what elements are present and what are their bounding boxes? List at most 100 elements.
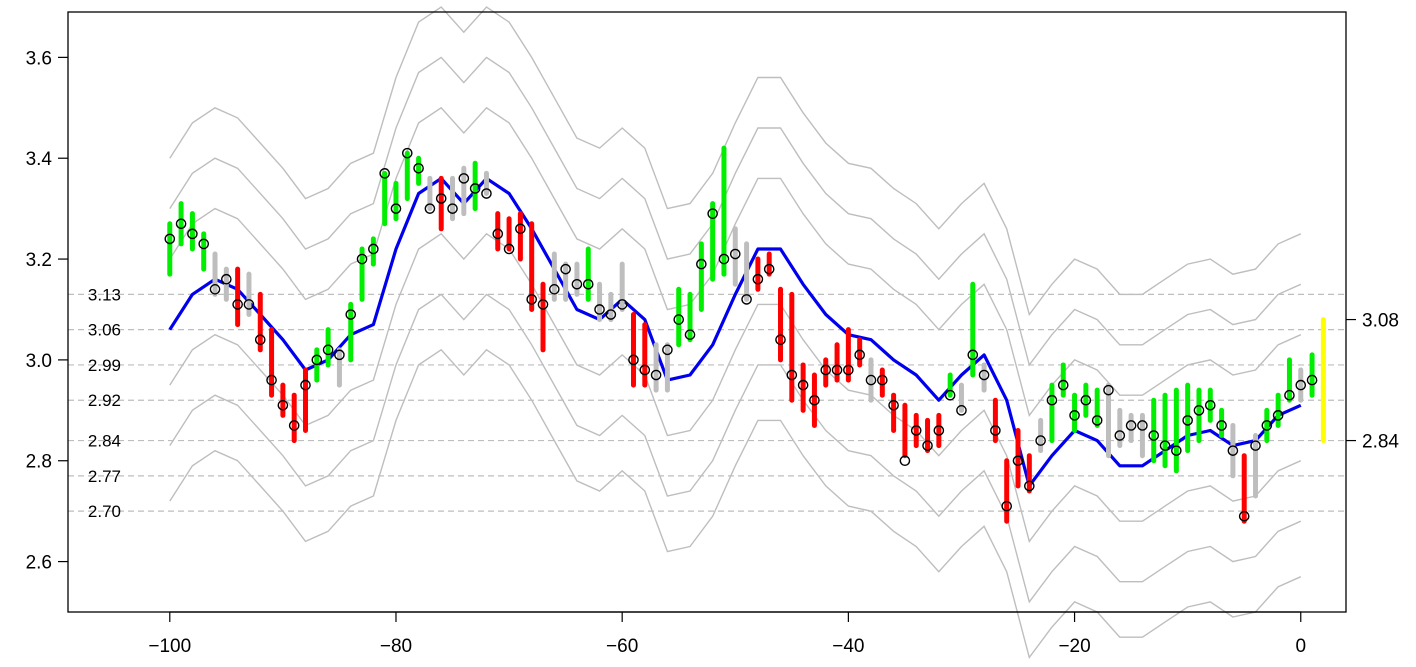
close-point bbox=[390, 203, 402, 214]
moving-average-line-path bbox=[168, 176, 1302, 488]
close-point bbox=[1080, 394, 1092, 406]
reference-line-label: 2.92 bbox=[88, 391, 121, 410]
close-point bbox=[944, 389, 956, 401]
close-point bbox=[560, 263, 571, 275]
y-tick-label: 3.6 bbox=[26, 48, 52, 69]
close-point bbox=[379, 168, 390, 179]
x-tick-label: −20 bbox=[1058, 636, 1090, 657]
close-point bbox=[933, 425, 945, 436]
close-point bbox=[865, 374, 877, 386]
close-point bbox=[809, 394, 820, 406]
band-line bbox=[169, 232, 1302, 543]
right-y-tick-label: 3.08 bbox=[1362, 311, 1399, 332]
close-point bbox=[1091, 415, 1103, 426]
reference-line-label: 3.06 bbox=[88, 321, 121, 340]
close-point bbox=[605, 309, 617, 320]
close-points bbox=[164, 147, 1318, 522]
close-point bbox=[1284, 389, 1295, 401]
close-point bbox=[187, 228, 198, 240]
axes: −100 −80 −60 −40 −20 0 2.6 2.8 3.0 3.2 3.4 3.6 3.08 2… bbox=[26, 48, 1400, 657]
close-point bbox=[763, 263, 775, 275]
close-point bbox=[1057, 379, 1069, 391]
close-point bbox=[1046, 394, 1058, 406]
close-point bbox=[820, 364, 832, 376]
close-point bbox=[1182, 415, 1193, 426]
close-point bbox=[288, 420, 300, 431]
close-point bbox=[707, 208, 718, 219]
close-point bbox=[741, 294, 752, 305]
x-tick-label: −80 bbox=[380, 636, 412, 657]
close-point bbox=[537, 299, 549, 310]
close-point bbox=[243, 299, 255, 310]
close-point bbox=[639, 364, 651, 376]
close-point bbox=[718, 253, 730, 265]
close-point bbox=[175, 218, 187, 230]
close-point bbox=[1171, 445, 1182, 456]
band-line bbox=[169, 348, 1302, 659]
close-point bbox=[277, 399, 289, 411]
close-point bbox=[334, 349, 345, 361]
close-point bbox=[1193, 405, 1205, 416]
plot-frame bbox=[67, 11, 1347, 613]
close-point bbox=[515, 223, 526, 235]
close-point bbox=[401, 147, 413, 159]
close-point bbox=[549, 284, 560, 295]
close-point bbox=[888, 399, 899, 411]
close-point bbox=[1250, 440, 1261, 451]
close-point bbox=[662, 344, 673, 356]
close-point bbox=[322, 344, 334, 356]
close-point bbox=[1227, 445, 1239, 456]
close-point bbox=[221, 273, 232, 285]
y-tick-label: 2.6 bbox=[26, 553, 52, 574]
close-point bbox=[775, 334, 786, 346]
moving-average-line bbox=[168, 176, 1302, 488]
close-point bbox=[910, 425, 922, 436]
close-point bbox=[503, 243, 515, 255]
y-tick-label: 3.2 bbox=[26, 250, 52, 271]
y-tick-label: 3.4 bbox=[26, 149, 53, 170]
close-point bbox=[797, 379, 809, 391]
x-tick-label: −40 bbox=[832, 636, 864, 657]
close-point bbox=[209, 284, 221, 295]
x-tick-label: −60 bbox=[606, 636, 638, 657]
close-point bbox=[424, 203, 436, 214]
close-point bbox=[1261, 420, 1273, 431]
close-point bbox=[1159, 440, 1171, 451]
close-point bbox=[481, 188, 492, 199]
close-point bbox=[356, 253, 368, 265]
close-point bbox=[492, 228, 504, 240]
y-tick-label: 2.8 bbox=[26, 452, 52, 473]
close-point bbox=[582, 278, 594, 290]
close-point bbox=[684, 329, 696, 340]
close-point bbox=[345, 309, 357, 320]
reference-line-label: 2.99 bbox=[88, 356, 121, 375]
close-point bbox=[1012, 455, 1024, 467]
close-point bbox=[1103, 384, 1114, 396]
close-point bbox=[752, 273, 764, 285]
close-point bbox=[616, 299, 628, 310]
close-point bbox=[967, 349, 979, 361]
close-point bbox=[899, 455, 911, 467]
close-point bbox=[786, 369, 798, 381]
close-point bbox=[526, 294, 537, 305]
reference-line-label: 2.84 bbox=[88, 432, 121, 451]
close-point bbox=[571, 278, 583, 290]
close-point bbox=[877, 374, 888, 386]
close-point bbox=[628, 354, 639, 366]
close-point bbox=[1125, 420, 1137, 431]
close-point bbox=[1204, 399, 1216, 411]
close-point bbox=[266, 374, 277, 386]
reference-line-label: 2.70 bbox=[88, 502, 121, 521]
close-point bbox=[469, 183, 481, 194]
close-point bbox=[1114, 430, 1126, 441]
close-point bbox=[978, 369, 990, 381]
close-point bbox=[956, 405, 967, 416]
close-point bbox=[1069, 410, 1080, 421]
close-point bbox=[729, 248, 741, 260]
x-tick-label: 0 bbox=[1295, 636, 1306, 657]
close-point bbox=[164, 233, 176, 245]
right-y-tick-label: 2.84 bbox=[1362, 432, 1399, 453]
close-point bbox=[413, 163, 424, 174]
